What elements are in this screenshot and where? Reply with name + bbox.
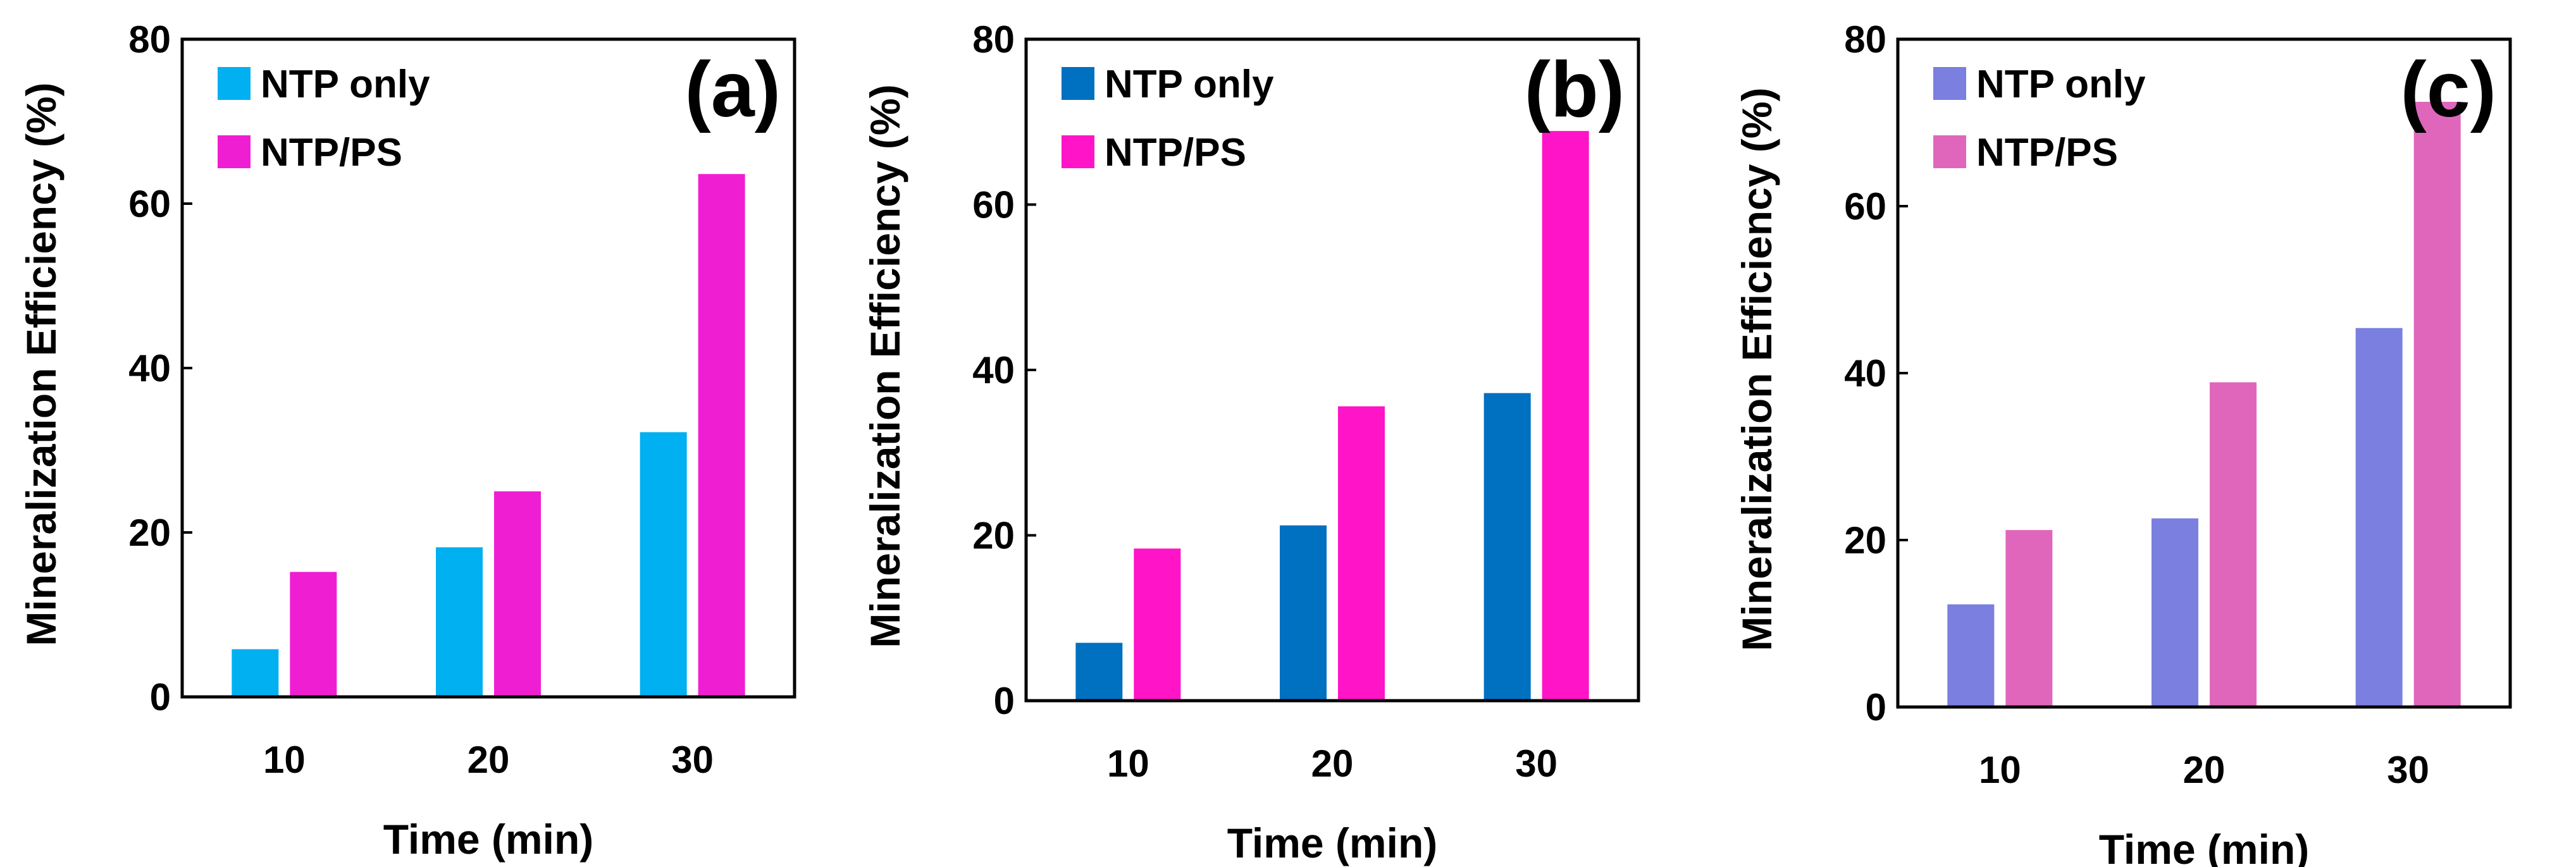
y-tick-label: 40	[972, 349, 1015, 391]
legend-swatch	[1933, 67, 1966, 100]
y-axis-title: Mineralization Efficiency (%)	[18, 82, 65, 646]
y-tick-label: 20	[128, 512, 171, 554]
bar-ntp-ps-30	[1542, 131, 1589, 701]
x-axis-title: Time (min)	[2099, 826, 2309, 867]
legend-label: NTP/PS	[1976, 131, 2118, 175]
y-tick-label: 60	[1844, 185, 1886, 228]
y-tick-label: 40	[128, 347, 171, 390]
y-tick-label: 60	[972, 184, 1015, 226]
legend-swatch	[1062, 135, 1094, 168]
y-tick-label: 0	[1866, 686, 1886, 729]
bar-ntp-ps-30	[2413, 102, 2461, 707]
bar-ntp-only-10	[1075, 643, 1123, 701]
bar-ntp-only-30	[2355, 328, 2403, 707]
bar-ntp-ps-10	[290, 572, 337, 697]
x-tick-label: 20	[1311, 742, 1354, 785]
legend-label: NTP only	[261, 63, 430, 106]
y-tick-label: 80	[972, 18, 1015, 61]
y-axis-title: Mineralization Efficiency (%)	[1733, 87, 1780, 651]
bar-ntp-only-10	[1947, 604, 1995, 707]
y-axis-title: Mineralization Efficiency (%)	[862, 84, 908, 648]
legend-swatch	[1933, 135, 1966, 168]
bar-ntp-ps-10	[1134, 548, 1181, 701]
y-tick-label: 60	[128, 183, 171, 225]
panel-label: (b)	[1525, 46, 1625, 133]
y-tick-label: 0	[150, 676, 171, 718]
bar-ntp-ps-30	[698, 174, 745, 697]
legend-swatch	[1062, 67, 1094, 100]
bar-ntp-only-10	[232, 649, 279, 697]
panel-label: (a)	[684, 46, 781, 133]
bar-ntp-only-30	[1483, 393, 1531, 701]
bar-ntp-only-20	[436, 547, 483, 697]
x-axis-title: Time (min)	[1227, 820, 1437, 866]
x-axis-title: Time (min)	[383, 816, 593, 863]
y-tick-label: 80	[1844, 18, 1886, 61]
legend-label: NTP/PS	[261, 131, 402, 175]
x-tick-label: 20	[2183, 749, 2226, 791]
legend-swatch	[218, 135, 251, 168]
x-tick-label: 10	[1107, 742, 1149, 785]
y-tick-label: 20	[972, 515, 1015, 557]
y-tick-label: 80	[128, 18, 171, 61]
bar-ntp-ps-10	[2005, 530, 2053, 707]
y-tick-label: 40	[1844, 352, 1886, 395]
bar-ntp-only-20	[1280, 525, 1327, 701]
x-tick-label: 30	[671, 739, 714, 781]
legend-label: NTP/PS	[1105, 131, 1246, 175]
bar-ntp-only-30	[640, 432, 687, 697]
bar-ntp-ps-20	[494, 491, 541, 697]
x-tick-label: 10	[1979, 749, 2021, 791]
bar-ntp-ps-20	[1338, 406, 1385, 701]
x-tick-label: 10	[263, 739, 306, 781]
chart-panel-3: 0 20 40 60 80 10 20 30 Time (min) Mineralization …	[1733, 18, 2512, 867]
chart-panel-2: 0 20 40 60 80 10 20 30 Time (min) Mineralization …	[862, 18, 1640, 866]
bar-ntp-ps-20	[2210, 382, 2257, 707]
legend-label: NTP only	[1976, 63, 2146, 106]
legend-swatch	[218, 67, 251, 100]
panel-label: (c)	[2400, 46, 2496, 133]
y-tick-label: 20	[1844, 519, 1886, 562]
legend-label: NTP only	[1105, 63, 1274, 106]
bar-ntp-only-20	[2152, 518, 2198, 707]
y-tick-label: 0	[994, 680, 1015, 722]
chart-panel-1: 0 20 40 60 80 10 20 30 Time (min) Mineralization …	[18, 18, 796, 863]
x-tick-label: 30	[1515, 742, 1557, 785]
x-tick-label: 30	[2387, 749, 2429, 791]
x-tick-label: 20	[468, 739, 510, 781]
